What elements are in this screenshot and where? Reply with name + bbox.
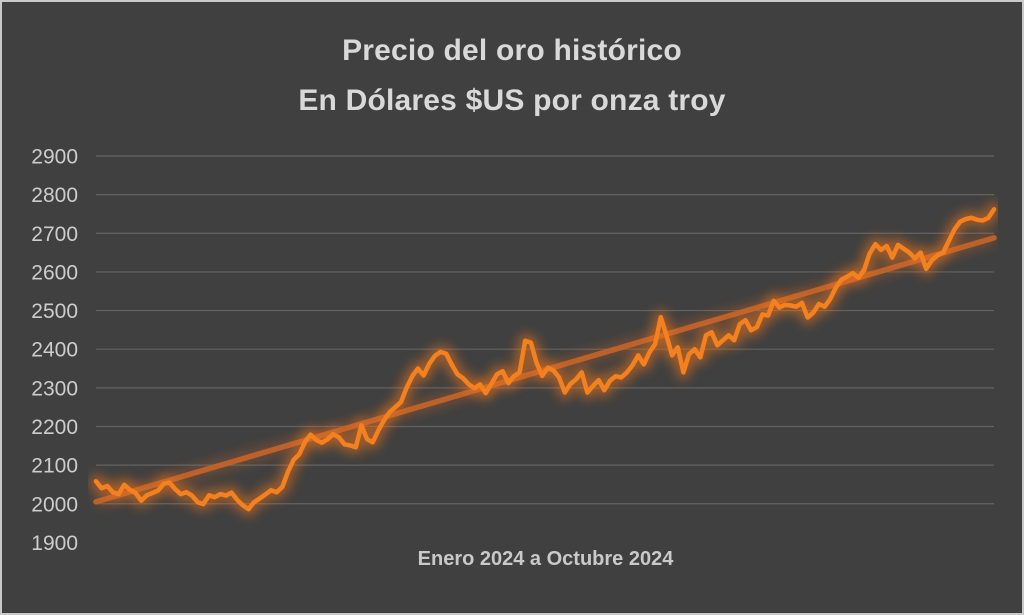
chart-title-block: Precio del oro histórico En Dólares $US …	[2, 26, 1022, 125]
y-axis-label: 2200	[31, 416, 78, 439]
y-axis-labels: 2900 2800 2700 2600 2500 2400 2300 2200 2100 2000…	[31, 146, 78, 555]
y-axis-label: 2600	[31, 261, 78, 284]
gridlines	[96, 155, 994, 505]
y-axis-label: 2100	[31, 455, 78, 478]
y-axis-label: 2300	[31, 377, 78, 400]
y-axis-label: 2700	[31, 223, 78, 246]
y-axis-label: 2900	[31, 146, 78, 169]
gold-price-line	[93, 207, 997, 512]
y-axis-label: 2500	[31, 300, 78, 323]
y-axis-label: 2800	[31, 184, 78, 207]
x-axis-caption: Enero 2024 a Octubre 2024	[417, 548, 674, 570]
chart-subtitle: En Dólares $US por onza troy	[298, 83, 726, 117]
chart-title: Precio del oro histórico	[342, 34, 682, 67]
y-axis-label: 2400	[31, 339, 78, 362]
y-axis-label: 2000	[31, 493, 78, 516]
y-axis-label: 1900	[31, 532, 78, 555]
